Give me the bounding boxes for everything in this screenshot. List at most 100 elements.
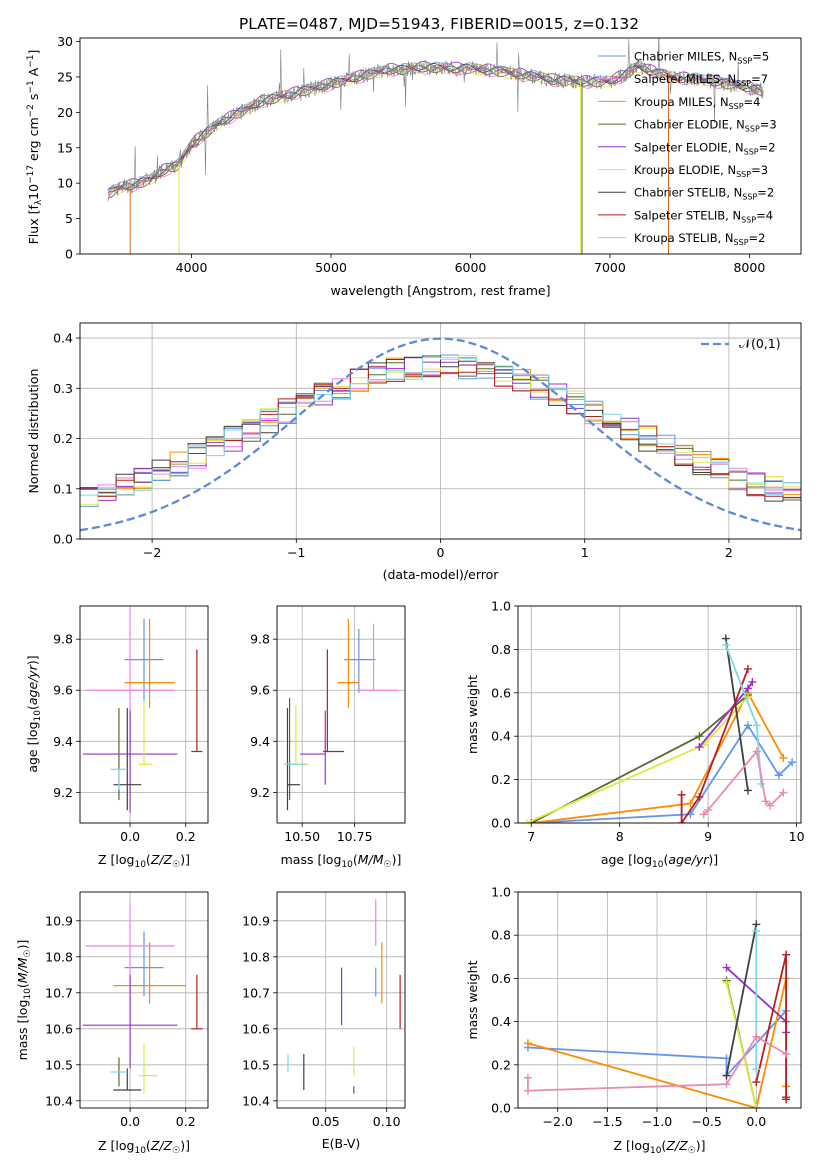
- y-tick-label: 15: [57, 140, 73, 155]
- x-tick-label: 10.75: [337, 829, 373, 844]
- x-tick-label: −1: [287, 545, 305, 560]
- mass-weight-marker: [748, 677, 757, 686]
- x-tick-label: 8: [616, 829, 624, 844]
- mass-weight-line: [724, 638, 749, 791]
- y-axis-label: Normed distribution: [26, 369, 41, 494]
- y-tick-label: 10.9: [45, 913, 73, 928]
- y-tick-label: 10.6: [45, 1021, 73, 1036]
- x-axis-label: Z [log10(Z/Z☉)]: [614, 1138, 706, 1156]
- plot-area: [522, 634, 797, 823]
- y-tick-label: 0.8: [491, 928, 511, 943]
- x-axis-label: E(B-V): [322, 1136, 361, 1151]
- legend-entry: Kroupa STELIB, NSSP=2: [634, 231, 765, 247]
- mass-weight-marker: [766, 801, 775, 810]
- y-tick-label: 0.0: [491, 1101, 511, 1116]
- mass-weight-marker: [722, 1071, 731, 1080]
- mass-weight-marker: [677, 790, 686, 799]
- mass-weight-marker: [782, 1095, 791, 1104]
- model-spectrum-line: [107, 60, 763, 195]
- y-tick-label: 9.2: [250, 785, 270, 800]
- y-tick-label: 10.4: [242, 1093, 270, 1108]
- plot-area: [82, 608, 203, 813]
- mass-weight-marker: [695, 792, 704, 801]
- y-tick-label: 0.3: [53, 381, 73, 396]
- mass-weight-marker: [743, 684, 752, 693]
- mass-weight-marker: [752, 1104, 761, 1108]
- mass-vs-metallicity-panel: 0.0 0.2 10.4 10.5 10.6 10.7 10.8 10.9 Z [log10(Z…: [15, 891, 209, 1156]
- y-axis-label: age [log10(age/yr)]: [25, 655, 43, 772]
- figure-title: PLATE=0487, MJD=51943, FIBERID=0015, z=0…: [239, 15, 639, 33]
- mass-weight-marker: [722, 1080, 731, 1089]
- mass-weight-marker: [761, 797, 770, 806]
- x-tick-label: 0.2: [176, 1114, 196, 1129]
- y-tick-label: 0.4: [491, 1014, 511, 1029]
- plot-area: [287, 899, 401, 1094]
- x-tick-label: 5000: [315, 260, 347, 275]
- x-tick-label: 7: [527, 829, 535, 844]
- y-tick-label: 1.0: [491, 885, 511, 900]
- mass-weight-marker: [721, 641, 730, 650]
- x-tick-label: 0.10: [373, 1114, 401, 1129]
- legend-entry: Chabrier MILES, NSSP=5: [634, 50, 769, 66]
- mass-weight-marker: [752, 747, 761, 756]
- legend-entry: Salpeter ELODIE, NSSP=2: [634, 140, 776, 156]
- x-axis-label: Z [log10(Z/Z☉)]: [98, 852, 190, 870]
- plot-area: [523, 920, 791, 1108]
- spectrum-legend: Chabrier MILES, NSSP=5 Salpeter MILES, NS…: [598, 50, 777, 247]
- y-tick-label: 0.4: [491, 729, 511, 744]
- axes-frame: [79, 37, 802, 255]
- mass-weight-marker: [722, 963, 731, 972]
- legend-entry: Salpeter MILES, NSSP=7: [634, 72, 768, 88]
- y-tick-label: 0.6: [491, 971, 511, 986]
- y-tick-label: 5: [65, 211, 73, 226]
- y-tick-label: 0.1: [53, 481, 73, 496]
- x-tick-label: 2: [725, 545, 733, 560]
- x-tick-label: −0.5: [691, 1114, 721, 1129]
- x-tick-label: 0.05: [312, 1114, 340, 1129]
- y-tick-label: 9.8: [53, 632, 73, 647]
- residuals-panel: −2 −1 0 1 2 0.0 0.1 0.2 0.3 0.4 (data-model)/error…: [26, 322, 802, 582]
- y-tick-label: 9.4: [250, 734, 270, 749]
- y-tick-label: 0.2: [491, 772, 511, 787]
- y-tick-label: 10.7: [242, 985, 270, 1000]
- y-tick-label: 10.5: [45, 1057, 73, 1072]
- y-axis-label: mass weight: [465, 960, 480, 1039]
- y-axis-label: mass weight: [465, 675, 480, 754]
- mass-weight-marker: [782, 1050, 791, 1058]
- x-tick-label: −2: [143, 545, 161, 560]
- y-axis-label: mass [log10(M/M☉)]: [15, 940, 33, 1061]
- mass-weight-line: [680, 668, 749, 823]
- y-tick-label: 0.8: [491, 642, 511, 657]
- y-tick-label: 0: [65, 247, 73, 262]
- x-axis-label: age [log10(age/yr)]: [601, 852, 718, 870]
- y-tick-label: 0.4: [53, 331, 73, 346]
- mass-weight-line: [725, 924, 758, 1076]
- mass-weight-line: [531, 690, 785, 823]
- x-axis-label: wavelength [Angstrom, rest frame]: [330, 283, 550, 298]
- x-tick-label: 10.50: [284, 829, 320, 844]
- y-tick-label: 0.2: [53, 431, 73, 446]
- age-vs-metallicity-panel: 0.0 0.2 9.2 9.4 9.6 9.8 Z [log10(Z/Z☉)] age [lo…: [25, 605, 209, 870]
- x-tick-label: 0.0: [120, 1114, 140, 1129]
- x-tick-label: −1.0: [642, 1114, 672, 1129]
- mass-weight-line: [725, 982, 758, 1108]
- x-tick-label: 0.2: [176, 829, 196, 844]
- y-tick-label: 10.8: [45, 949, 73, 964]
- plot-area: [107, 38, 764, 254]
- x-tick-label: 7000: [594, 260, 626, 275]
- axes-frame: [517, 891, 802, 1109]
- mass-weight-marker: [782, 950, 791, 959]
- mass-weight-marker: [523, 1086, 532, 1095]
- y-tick-label: 0.6: [491, 685, 511, 700]
- x-tick-label: −2.0: [543, 1114, 573, 1129]
- mass-weight-marker: [523, 1073, 532, 1082]
- mass-weight-marker: [752, 1065, 761, 1074]
- x-tick-label: 6000: [455, 260, 487, 275]
- mass-weight-marker: [752, 1032, 761, 1041]
- plot-area: [82, 902, 203, 1094]
- mass-weight-marker: [752, 1078, 761, 1087]
- x-axis-label: Z [log10(Z/Z☉)]: [98, 1138, 190, 1156]
- observed-spectrum-line: [107, 38, 764, 202]
- x-tick-label: 0.0: [120, 829, 140, 844]
